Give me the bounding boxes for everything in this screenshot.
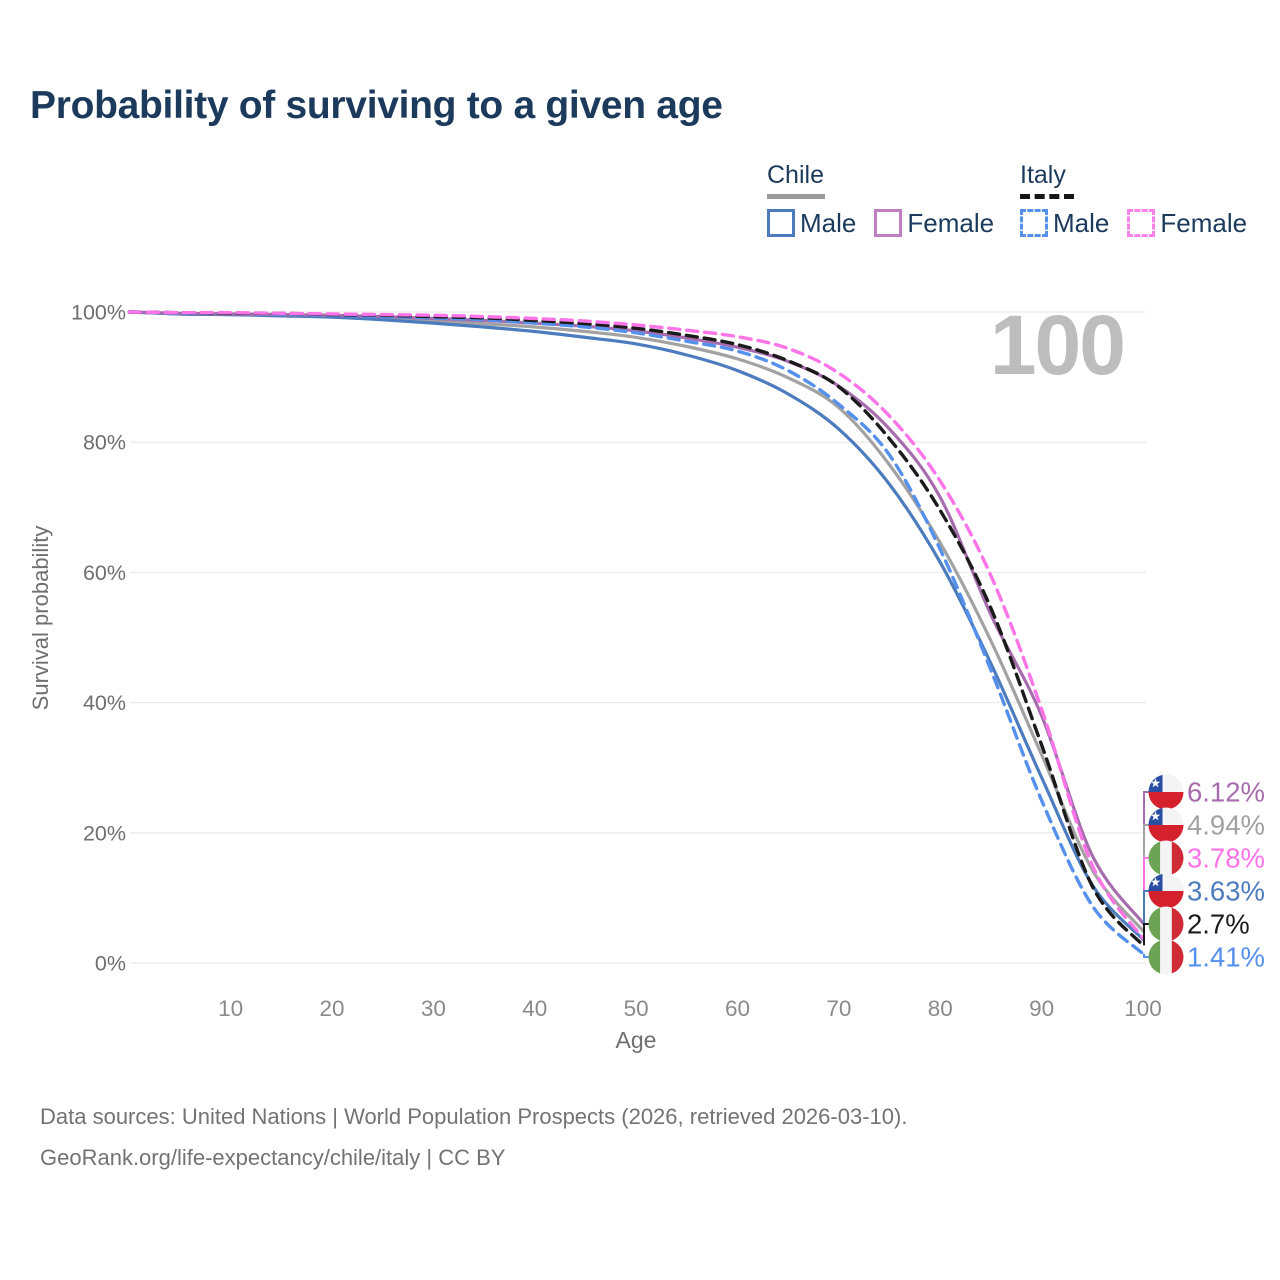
- end-connector-chile_overall: [1143, 824, 1151, 931]
- x-tick-label: 100: [1124, 996, 1162, 1021]
- end-connector-chile_male: [1143, 890, 1151, 940]
- footer: Data sources: United Nations | World Pop…: [40, 1096, 907, 1178]
- legend-country-italy: Italy: [1020, 161, 1066, 189]
- y-tick-label: 40%: [83, 691, 126, 715]
- series-line-italy_overall[interactable]: [127, 310, 1145, 948]
- end-label-chile_male: 3.63%: [1187, 876, 1265, 907]
- x-tick-label: 60: [725, 996, 750, 1021]
- end-label-italy_male: 1.41%: [1187, 942, 1265, 973]
- legend-swatch-italy-female-icon: [1127, 209, 1156, 237]
- legend-label-chile-male: Male: [800, 207, 857, 238]
- legend-country-chile: Chile: [767, 161, 824, 189]
- footer-data-sources: Data sources: United Nations | World Pop…: [40, 1104, 908, 1129]
- y-axis-title: Survival probability: [28, 526, 53, 711]
- x-tick-label: 10: [218, 996, 243, 1021]
- legend-underline-italy-dashed: [1020, 193, 1074, 199]
- x-axis-title: Age: [616, 1027, 657, 1053]
- series-line-chile_female[interactable]: [127, 310, 1145, 925]
- series-line-chile_male[interactable]: [127, 310, 1145, 941]
- legend-swatch-italy-male-icon: [1020, 209, 1048, 237]
- page-title: Probability of surviving to a given age: [30, 84, 723, 127]
- end-label-chile_female: 6.12%: [1187, 777, 1265, 808]
- legend-label-italy-female: Female: [1160, 207, 1248, 238]
- series-line-italy_female[interactable]: [127, 310, 1145, 941]
- y-tick-label: 20%: [83, 821, 126, 845]
- x-tick-label: 40: [522, 996, 547, 1021]
- legend-underline-chile-solid: [767, 193, 825, 199]
- flag-chile-icon: [1148, 807, 1184, 843]
- x-tick-label: 30: [421, 996, 446, 1021]
- flag-chile-icon: [1148, 873, 1184, 909]
- legend-group-italy: Italy Male Female: [1020, 161, 1247, 239]
- end-label-chile_overall: 4.94%: [1187, 810, 1265, 841]
- legend-label-chile-female: Female: [907, 207, 995, 238]
- flag-chile-icon: [1148, 774, 1184, 810]
- legend-item-chile-male[interactable]: Male: [767, 208, 856, 239]
- x-tick-label: 80: [928, 996, 953, 1021]
- flag-italy-icon: [1148, 906, 1184, 942]
- legend-swatch-chile-female-icon: [874, 209, 903, 237]
- y-tick-label: 60%: [83, 561, 126, 585]
- series-line-chile_overall[interactable]: [127, 310, 1145, 933]
- end-label-italy_female: 3.78%: [1187, 843, 1265, 874]
- age-watermark: 100: [990, 298, 1124, 392]
- legend-item-italy-male[interactable]: Male: [1020, 208, 1109, 239]
- flag-italy-icon: [1148, 840, 1184, 876]
- x-tick-label: 20: [320, 996, 345, 1021]
- legend: Chile Male Female Italy Male Female: [0, 0, 1280, 250]
- y-tick-label: 0%: [95, 952, 126, 976]
- x-tick-label: 90: [1029, 996, 1054, 1021]
- legend-label-italy-male: Male: [1053, 207, 1110, 238]
- x-tick-label: 50: [624, 996, 649, 1021]
- survival-chart: 0% 20% 40% 60% 80% 100% 10 20 30 40 50 60 70 80 90 100 A…: [28, 298, 1265, 1053]
- legend-item-chile-female[interactable]: Female: [874, 208, 994, 239]
- flag-italy-icon: [1148, 939, 1184, 975]
- end-label-italy_overall: 2.7%: [1187, 909, 1250, 940]
- legend-item-italy-female[interactable]: Female: [1127, 208, 1247, 239]
- y-tick-label: 100%: [71, 301, 126, 325]
- footer-attribution: GeoRank.org/life-expectancy/chile/italy …: [40, 1145, 506, 1170]
- series-line-italy_male[interactable]: [127, 310, 1145, 956]
- x-tick-label: 70: [826, 996, 851, 1021]
- legend-group-chile: Chile Male Female: [767, 161, 994, 239]
- y-tick-label: 80%: [83, 431, 126, 455]
- legend-swatch-chile-male-icon: [767, 209, 795, 237]
